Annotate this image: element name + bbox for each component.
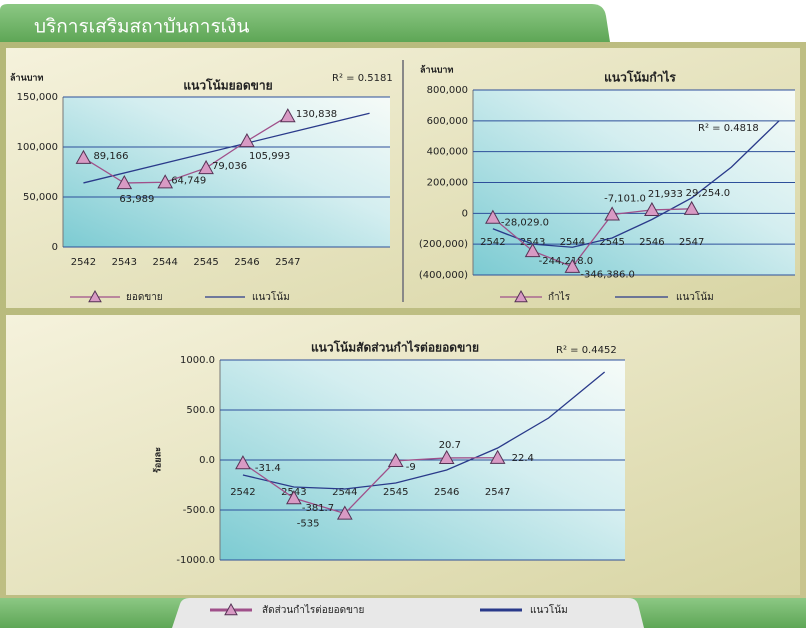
x-tick-label: 2545 xyxy=(599,237,624,248)
data-label: 29,254.0 xyxy=(686,188,731,199)
y-tick-label: 400,000 xyxy=(427,147,468,158)
x-tick-label: 2543 xyxy=(520,237,545,248)
y-axis-label: ร้อยละ xyxy=(153,447,164,473)
data-label: -381.7 xyxy=(302,503,334,514)
y-tick-label: 100,000 xyxy=(17,142,58,153)
legend-marker xyxy=(224,602,238,616)
x-tick-label: 2547 xyxy=(275,257,300,268)
data-line xyxy=(83,115,289,184)
data-label: 79,036 xyxy=(212,161,247,172)
plot-area xyxy=(63,97,390,247)
chart-title: แนวโน้มสัดส่วนกำไรต่อยอดขาย xyxy=(311,340,479,355)
data-marker xyxy=(387,452,404,467)
y-tick-label: 0 xyxy=(462,208,468,219)
data-marker xyxy=(75,149,92,164)
data-label: -28,029.0 xyxy=(501,218,549,229)
y-tick-label: 150,000 xyxy=(17,92,58,103)
data-label: 105,993 xyxy=(249,151,290,162)
data-label: -9 xyxy=(406,462,416,473)
data-label: -31.4 xyxy=(255,463,281,474)
x-tick-label: 2542 xyxy=(71,257,96,268)
data-marker xyxy=(336,505,353,520)
x-tick-label: 2545 xyxy=(383,487,408,498)
y-axis-label: ล้านบาท xyxy=(420,65,453,76)
data-marker xyxy=(564,258,581,273)
x-tick-label: 2546 xyxy=(234,257,259,268)
y-tick-label: 600,000 xyxy=(427,116,468,127)
legend-label: สัดส่วนกำไรต่อยอดขาย xyxy=(262,604,364,616)
y-tick-label: 50,000 xyxy=(23,192,58,203)
y-tick-label: 1000.0 xyxy=(180,355,215,366)
x-tick-label: 2546 xyxy=(434,487,459,498)
y-tick-label: -500.0 xyxy=(183,505,215,516)
x-tick-label: 2543 xyxy=(112,257,137,268)
data-label: 21,933 xyxy=(648,189,683,200)
data-label: 20.7 xyxy=(439,440,461,451)
y-tick-label: 800,000 xyxy=(427,85,468,96)
data-marker xyxy=(116,174,133,190)
x-tick-label: 2547 xyxy=(679,237,704,248)
data-marker xyxy=(239,132,255,148)
legend-label: แนวโน้ม xyxy=(530,603,568,616)
data-label: 89,166 xyxy=(93,151,128,162)
data-label: 63,989 xyxy=(119,194,154,205)
x-tick-label: 2544 xyxy=(332,487,357,498)
data-label: 22.4 xyxy=(512,453,534,464)
r-squared: R² = 0.4818 xyxy=(698,123,759,134)
data-label: 130,838 xyxy=(296,109,337,120)
data-label: -535 xyxy=(297,519,320,530)
data-label: 64,749 xyxy=(171,175,206,186)
y-axis-label: ล้านบาท xyxy=(10,73,43,84)
r-squared: R² = 0.4452 xyxy=(556,345,617,356)
legend-marker xyxy=(88,289,102,303)
r-squared: R² = 0.5181 xyxy=(332,73,393,84)
legend-label: กำไร xyxy=(548,291,571,303)
data-marker xyxy=(485,209,501,224)
y-tick-label: -1000.0 xyxy=(176,555,215,566)
legend-label: แนวโน้ม xyxy=(676,290,714,303)
data-marker xyxy=(235,455,251,470)
data-marker xyxy=(683,200,700,215)
y-tick-label: 0.0 xyxy=(199,455,215,466)
data-label: -346,386.0 xyxy=(580,270,635,281)
data-marker xyxy=(489,449,506,464)
trend-line xyxy=(242,371,606,490)
y-tick-label: 500.0 xyxy=(186,405,215,416)
data-marker xyxy=(604,206,620,221)
x-tick-label: 2542 xyxy=(480,237,505,248)
data-marker xyxy=(438,449,455,465)
trend-line xyxy=(492,120,780,248)
x-tick-label: 2542 xyxy=(230,487,255,498)
header-tab xyxy=(0,4,610,42)
legend-label: ยอดขาย xyxy=(126,292,163,303)
y-tick-label: 200,000 xyxy=(427,178,468,189)
data-marker xyxy=(524,242,541,258)
y-tick-label: 0 xyxy=(52,242,58,253)
chart-title: แนวโน้มยอดขาย xyxy=(183,78,272,93)
data-line xyxy=(492,208,692,268)
data-marker xyxy=(286,490,302,505)
y-tick-label: (400,000) xyxy=(419,270,468,281)
data-marker xyxy=(279,108,296,123)
legend-tab xyxy=(172,598,644,628)
legend-marker xyxy=(514,289,528,303)
x-tick-label: 2546 xyxy=(639,237,664,248)
data-label: -244,218.0 xyxy=(539,256,594,267)
chart-title: แนวโน้มกำไร xyxy=(604,70,676,85)
charts: 0 50,000 100,000 150,000 2542 2543 2544 2545 254… xyxy=(10,65,795,616)
x-tick-label: 2544 xyxy=(152,257,177,268)
data-marker xyxy=(157,174,174,189)
x-tick-label: 2547 xyxy=(485,487,510,498)
data-marker xyxy=(644,201,660,217)
header-title: บริการเสริมสถาบันการเงิน xyxy=(34,16,249,38)
trend-line xyxy=(83,112,370,184)
data-line xyxy=(242,457,498,515)
data-marker xyxy=(198,159,214,175)
legend-label: แนวโน้ม xyxy=(252,290,290,303)
data-label: -7,101.0 xyxy=(604,193,646,204)
y-tick-label: (200,000) xyxy=(419,239,468,250)
x-tick-label: 2545 xyxy=(193,257,218,268)
x-tick-label: 2544 xyxy=(560,237,585,248)
